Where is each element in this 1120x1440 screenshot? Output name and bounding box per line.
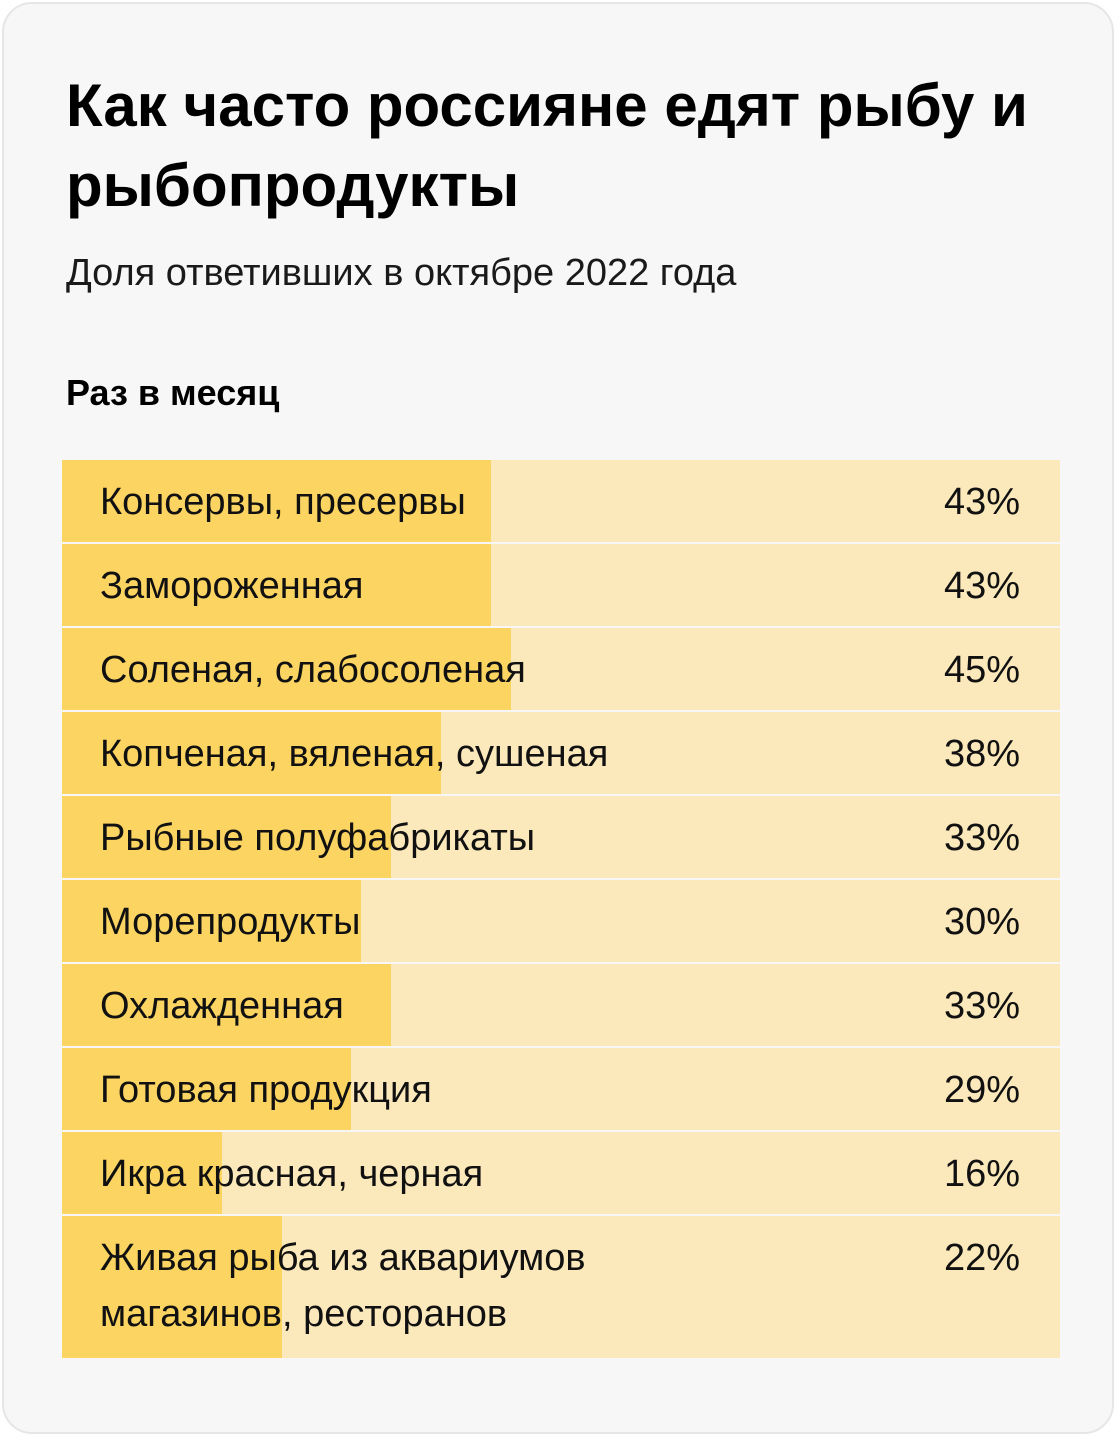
bar-row: Консервы, пресервы 43% xyxy=(62,460,1060,542)
bar xyxy=(62,964,391,1046)
bar-row: Живая рыба из аквариумов магазинов, рест… xyxy=(62,1216,1060,1358)
bar-row: Рыбные полуфабрикаты 33% xyxy=(62,796,1060,878)
chart-title: Как часто россияне едят рыбу и рыбопроду… xyxy=(66,72,1028,219)
section-heading: Раз в месяц xyxy=(66,372,280,413)
bar xyxy=(62,1216,282,1358)
bar-row: Морепродукты 30% xyxy=(62,880,1060,962)
value-label: 29% xyxy=(943,1069,1020,1111)
bar-row: Охлажденная 33% xyxy=(62,964,1060,1046)
value-label: 30% xyxy=(943,901,1020,943)
category-label: Охлажденная xyxy=(100,985,344,1027)
value-label: 16% xyxy=(943,1153,1020,1195)
bar xyxy=(62,460,491,542)
bar xyxy=(62,628,511,710)
category-label: Копченая, вяленая, сушеная xyxy=(100,733,609,775)
bar xyxy=(62,1132,222,1214)
category-label: Живая рыба из аквариумов магазинов, рест… xyxy=(100,1237,586,1335)
category-label: Икра красная, черная xyxy=(100,1153,484,1195)
bar xyxy=(62,544,491,626)
category-label: Соленая, слабосоленая xyxy=(100,649,526,691)
chart-subtitle: Доля ответивших в октябре 2022 года xyxy=(66,252,737,294)
category-label: Рыбные полуфабрикаты xyxy=(100,817,536,859)
bar-row: Замороженная 43% xyxy=(62,544,1060,626)
category-label: Морепродукты xyxy=(100,901,361,943)
category-label: Готовая продукция xyxy=(100,1069,432,1111)
value-label: 33% xyxy=(943,985,1020,1027)
value-label: 38% xyxy=(943,733,1020,775)
bar xyxy=(62,712,441,794)
value-label: 22% xyxy=(943,1237,1020,1279)
category-label: Консервы, пресервы xyxy=(100,481,466,523)
value-label: 45% xyxy=(943,649,1020,691)
bar xyxy=(62,1048,351,1130)
value-label: 33% xyxy=(943,817,1020,859)
bar xyxy=(62,796,391,878)
bar-row: Копченая, вяленая, сушеная 38% xyxy=(62,712,1060,794)
bar-row: Соленая, слабосоленая 45% xyxy=(62,628,1060,710)
value-label: 43% xyxy=(943,481,1020,523)
value-label: 43% xyxy=(943,565,1020,607)
bar-row: Готовая продукция 29% xyxy=(62,1048,1060,1130)
bar-chart: Консервы, пресервы 43% Замороженная 43% Соле… xyxy=(62,460,1060,1358)
bar-row: Икра красная, черная 16% xyxy=(62,1132,1060,1214)
bar xyxy=(62,880,361,962)
category-label: Замороженная xyxy=(100,565,364,607)
